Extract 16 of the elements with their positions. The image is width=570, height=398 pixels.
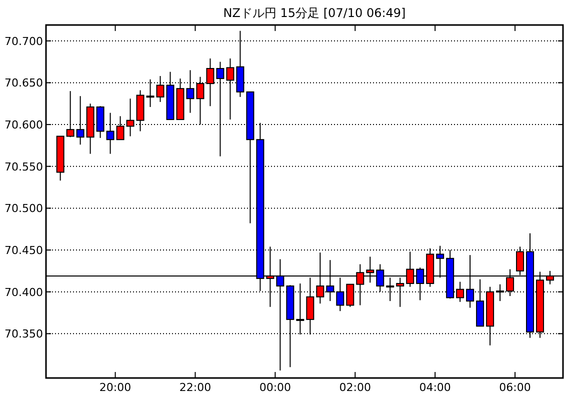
y-tick-label: 70.550 <box>4 160 43 174</box>
chart-title: NZドル円 15分足 [07/10 06:49] <box>223 6 406 20</box>
x-tick-label: 04:00 <box>419 381 451 394</box>
candlestick <box>66 90 74 138</box>
x-tick-label: 06:00 <box>499 381 531 394</box>
y-tick-label: 70.700 <box>4 34 43 48</box>
y-tick-label: 70.350 <box>4 328 43 341</box>
y-tick-label: 70.450 <box>4 244 43 258</box>
y-tick-label: 70.600 <box>4 118 43 132</box>
y-tick-label: 70.500 <box>4 202 43 216</box>
x-tick-label: 22:00 <box>179 381 212 394</box>
x-tick-label: 20:00 <box>99 381 132 394</box>
y-tick-label: 70.650 <box>4 76 43 90</box>
x-tick-label: 02:00 <box>339 381 371 394</box>
y-tick-label: 70.400 <box>4 286 43 299</box>
x-tick-label: 00:00 <box>259 381 292 394</box>
